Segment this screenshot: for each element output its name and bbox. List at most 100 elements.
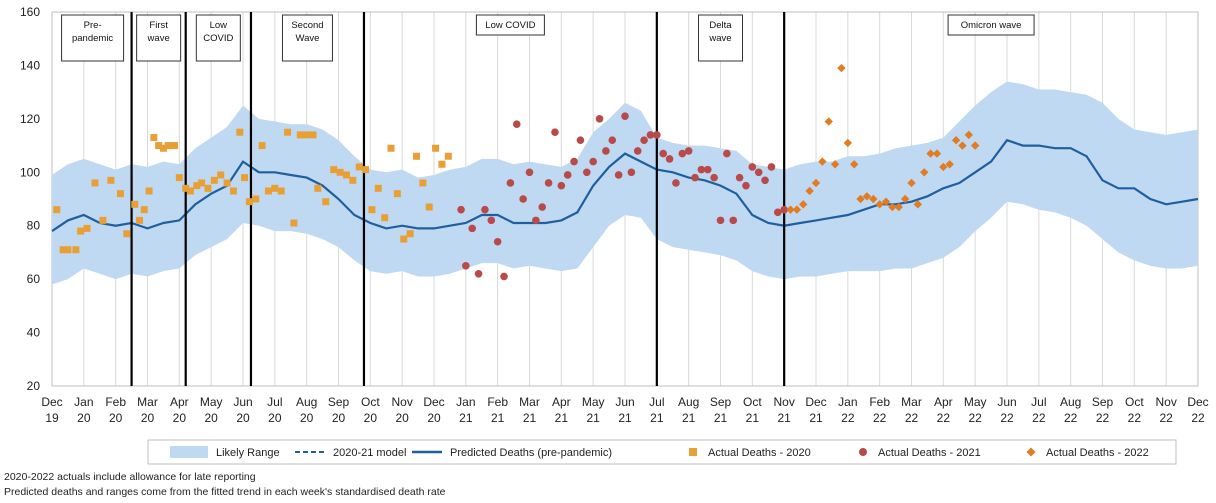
legend-swatch-circle — [859, 448, 867, 456]
legend-label: Predicted Deaths (pre-pandemic) — [450, 447, 612, 459]
point-2021 — [500, 272, 508, 281]
x-tick-year: 22 — [905, 411, 919, 425]
point-2020 — [264, 187, 272, 195]
x-tick-year: 20 — [236, 411, 250, 425]
point-2022 — [792, 205, 802, 214]
point-2020 — [59, 246, 67, 254]
phase-label-text: pandemic — [72, 33, 113, 44]
x-tick-year: 20 — [141, 411, 155, 425]
x-tick-year: 21 — [523, 411, 537, 425]
point-2022 — [951, 136, 961, 145]
x-tick-month: Sep — [1092, 395, 1114, 409]
legend-label: Actual Deaths - 2020 — [708, 447, 811, 459]
point-2021 — [570, 157, 578, 166]
point-2020 — [245, 198, 253, 206]
axes: 20 40 60 80 100 120 140 160 Dec 19 Jan 20 Feb 20 Mar 20… — [20, 5, 1209, 425]
x-tick-month: Dec — [423, 395, 444, 409]
x-tick-year: 21 — [777, 411, 791, 425]
point-2022 — [856, 194, 865, 204]
x-tick-month: Jan — [838, 395, 857, 409]
point-2022 — [824, 117, 833, 126]
x-tick-year: 20 — [300, 411, 314, 425]
point-2022 — [964, 130, 973, 140]
x-tick-month: Mar — [137, 395, 158, 409]
point-2021 — [525, 168, 534, 177]
point-2021 — [691, 173, 699, 182]
point-2020 — [349, 176, 357, 184]
legend-swatch-band — [170, 446, 208, 458]
point-2020 — [171, 142, 179, 150]
point-2021 — [519, 195, 527, 203]
point-2022 — [869, 194, 878, 204]
x-tick-year: 21 — [459, 411, 473, 425]
point-2021 — [557, 181, 566, 190]
x-tick-year: 22 — [1032, 411, 1046, 425]
x-tick-month: Sep — [710, 395, 732, 409]
x-tick-year: 20 — [173, 411, 187, 425]
x-tick-month: Jun — [615, 395, 634, 409]
x-tick-month: Mar — [901, 395, 922, 409]
x-tick-year: 21 — [746, 411, 760, 425]
point-2021 — [551, 128, 559, 137]
legend-label: 2020-21 model — [333, 447, 406, 459]
point-2021 — [742, 181, 750, 190]
point-2020 — [140, 206, 148, 214]
point-2022 — [932, 149, 942, 158]
point-2021 — [512, 120, 521, 128]
phase-label-box — [475, 14, 545, 36]
point-2022 — [837, 63, 846, 73]
point-2021 — [716, 216, 725, 225]
point-2021 — [487, 216, 496, 225]
point-2021 — [735, 173, 744, 182]
y-tick-label: 40 — [27, 326, 41, 340]
point-2022 — [894, 202, 903, 212]
point-2020 — [296, 131, 304, 139]
phase-label-box — [947, 14, 1035, 36]
x-tick-year: 21 — [714, 411, 728, 425]
point-2020 — [150, 134, 158, 142]
x-tick-year: 22 — [1096, 411, 1110, 425]
point-2020 — [374, 184, 382, 192]
point-2020 — [107, 176, 115, 184]
point-2021 — [754, 168, 763, 177]
point-2020 — [236, 128, 244, 136]
point-2022 — [913, 200, 923, 209]
x-tick-year: 20 — [364, 411, 378, 425]
point-2022 — [945, 160, 954, 169]
point-2020 — [444, 152, 452, 160]
y-tick-label: 60 — [27, 272, 41, 286]
x-tick-year: 21 — [491, 411, 505, 425]
point-2020 — [198, 179, 206, 187]
x-tick-month: Dec — [1187, 395, 1208, 409]
x-tick-month: Oct — [361, 395, 380, 409]
x-tick-month: Oct — [743, 395, 762, 409]
point-2020 — [309, 131, 317, 139]
point-2021 — [532, 216, 540, 225]
x-tick-year: 22 — [1128, 411, 1142, 425]
legend-label: Actual Deaths - 2021 — [878, 447, 981, 459]
legend-swatch-diamond — [1026, 447, 1036, 457]
x-tick-year: 21 — [682, 411, 696, 425]
x-tick-year: 21 — [650, 411, 664, 425]
point-2020 — [72, 246, 80, 254]
point-2020 — [116, 190, 124, 198]
point-2020 — [277, 187, 285, 195]
point-2021 — [761, 176, 769, 185]
point-2020 — [223, 179, 231, 187]
point-2020 — [186, 187, 194, 195]
x-tick-year: 21 — [809, 411, 823, 425]
point-2021 — [665, 155, 674, 163]
point-2020 — [400, 235, 408, 243]
point-2020 — [145, 187, 153, 195]
point-2020 — [336, 168, 344, 176]
phase-label-box — [61, 14, 125, 62]
point-2020 — [136, 216, 144, 224]
point-2022 — [900, 194, 910, 204]
x-tick-month: Feb — [487, 395, 508, 409]
point-2021 — [703, 165, 712, 174]
point-2020 — [155, 142, 163, 150]
point-2020 — [387, 144, 395, 152]
x-tick-year: 20 — [332, 411, 346, 425]
point-2022 — [843, 138, 853, 148]
point-2020 — [342, 171, 350, 179]
